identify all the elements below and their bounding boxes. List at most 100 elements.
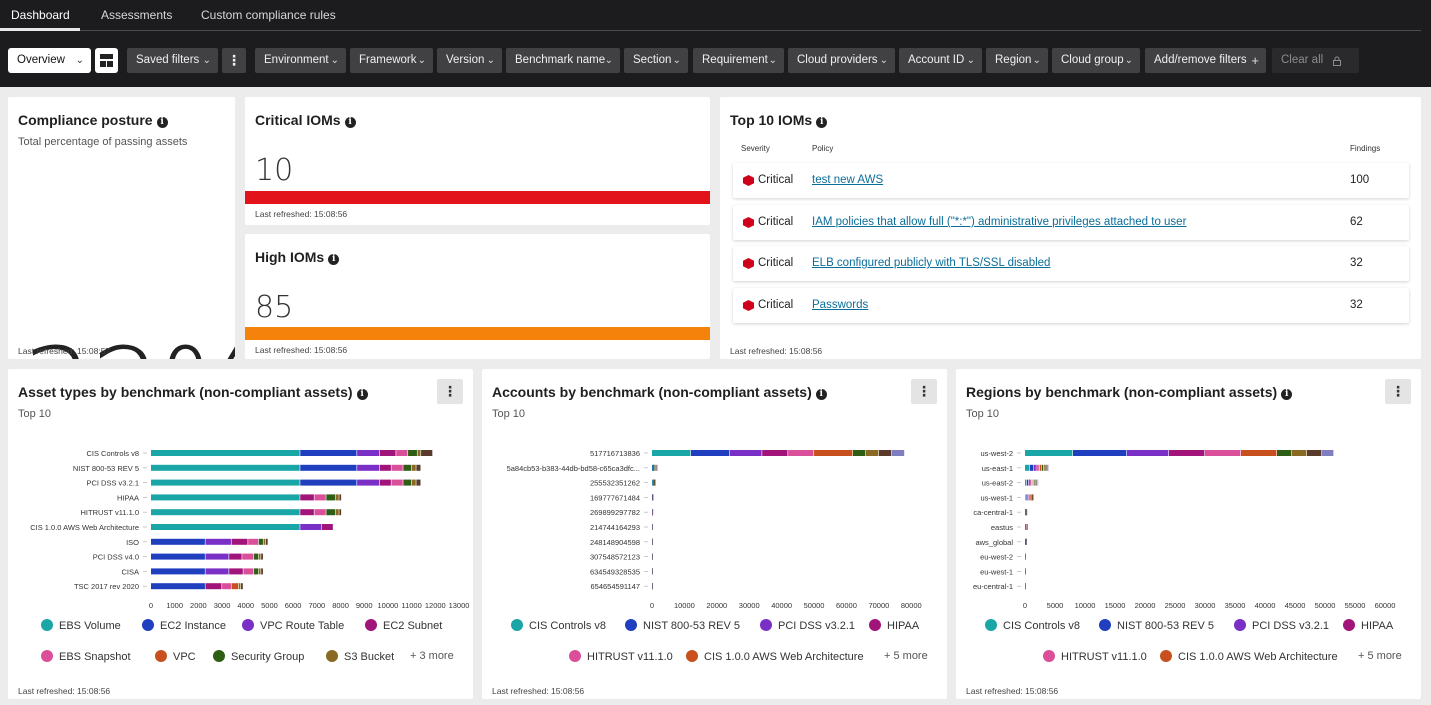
bar-segment[interactable] — [654, 464, 656, 471]
bar-segment[interactable] — [654, 479, 656, 486]
bar-segment[interactable] — [379, 479, 391, 486]
bar-segment[interactable] — [411, 464, 416, 471]
bar-segment[interactable] — [335, 509, 339, 516]
bar-segment[interactable] — [403, 479, 412, 486]
bar-segment[interactable] — [339, 494, 342, 501]
bar-segment[interactable] — [205, 568, 229, 575]
bar-segment[interactable] — [652, 450, 691, 456]
bar-segment[interactable] — [242, 553, 254, 560]
bar-segment[interactable] — [222, 583, 231, 590]
bar-segment[interactable] — [1038, 464, 1040, 471]
filter-cloud-providers[interactable]: Cloud providers ⌄ — [788, 48, 895, 73]
bar-segment[interactable] — [205, 553, 229, 560]
bar-segment[interactable] — [1034, 479, 1035, 486]
bar-segment[interactable] — [205, 583, 222, 590]
legend-item[interactable]: CIS Controls v8 — [985, 619, 1080, 632]
bar-segment[interactable] — [652, 583, 653, 590]
chart-menu-button[interactable]: ⋮ — [437, 379, 463, 404]
bar-segment[interactable] — [652, 568, 653, 575]
bar-segment[interactable] — [652, 553, 653, 560]
bar-segment[interactable] — [243, 568, 254, 575]
bar-segment[interactable] — [878, 450, 892, 456]
legend-item[interactable]: Security Group — [213, 650, 304, 663]
bar-segment[interactable] — [231, 538, 248, 545]
filter-benchmark-name[interactable]: Benchmark name ⌄ — [506, 48, 620, 73]
filter-framework[interactable]: Framework ⌄ — [350, 48, 433, 73]
bar-segment[interactable] — [690, 450, 730, 456]
bar-segment[interactable] — [1025, 538, 1026, 545]
bar-segment[interactable] — [229, 553, 242, 560]
bar-segment[interactable] — [403, 464, 412, 471]
bar-segment[interactable] — [653, 479, 654, 486]
bar-segment[interactable] — [416, 479, 421, 486]
bar-segment[interactable] — [379, 464, 391, 471]
legend-item[interactable]: VPC Route Table — [242, 619, 344, 632]
bar-segment[interactable] — [300, 524, 321, 530]
bar-segment[interactable] — [261, 568, 263, 575]
bar-segment[interactable] — [261, 553, 263, 560]
policy-link[interactable]: Passwords — [812, 299, 869, 311]
bar-segment[interactable] — [335, 494, 339, 501]
add-remove-filters-button[interactable]: Add/remove filters + — [1145, 48, 1266, 73]
bar-segment[interactable] — [151, 464, 300, 471]
bar-segment[interactable] — [357, 450, 380, 456]
bar-segment[interactable] — [258, 538, 263, 545]
chart-menu-button[interactable]: ⋮ — [911, 379, 937, 404]
bar-segment[interactable] — [1041, 464, 1043, 471]
legend-item[interactable]: CIS 1.0.0 AWS Web Architecture — [686, 650, 864, 663]
tab-dashboard[interactable]: Dashboard — [11, 8, 70, 22]
bar-segment[interactable] — [1025, 553, 1026, 560]
info-icon[interactable]: i — [816, 117, 828, 128]
saved-filters-button[interactable]: Saved filters ⌄ — [127, 48, 218, 73]
policy-link[interactable]: IAM policies that allow full ("*:*") adm… — [812, 216, 1187, 228]
bar-segment[interactable] — [254, 568, 259, 575]
bar-segment[interactable] — [1028, 479, 1030, 486]
bar-segment[interactable] — [1045, 464, 1047, 471]
info-icon[interactable]: i — [815, 389, 827, 400]
legend-item[interactable]: NIST 800-53 REV 5 — [1099, 619, 1214, 632]
bar-segment[interactable] — [1035, 479, 1036, 486]
legend-item[interactable]: PCI DSS v3.2.1 — [1234, 619, 1329, 632]
legend-item[interactable]: EBS Volume — [41, 619, 121, 632]
bar-segment[interactable] — [652, 479, 653, 486]
bar-segment[interactable] — [652, 464, 654, 471]
bar-segment[interactable] — [788, 450, 814, 456]
bar-segment[interactable] — [254, 553, 259, 560]
info-icon[interactable]: i — [1281, 389, 1293, 400]
bar-segment[interactable] — [652, 494, 654, 501]
legend-more-link[interactable]: + 5 more — [884, 650, 928, 662]
bar-segment[interactable] — [653, 479, 655, 486]
bar-segment[interactable] — [655, 479, 656, 486]
bar-segment[interactable] — [258, 553, 261, 560]
bar-segment[interactable] — [1205, 450, 1241, 456]
bar-segment[interactable] — [1025, 568, 1026, 575]
bar-segment[interactable] — [1026, 509, 1028, 516]
bar-segment[interactable] — [379, 450, 396, 456]
bar-segment[interactable] — [417, 450, 421, 456]
bar-segment[interactable] — [263, 538, 266, 545]
filter-region[interactable]: Region ⌄ — [986, 48, 1048, 73]
bar-segment[interactable] — [1028, 494, 1030, 501]
legend-item[interactable]: VPC — [155, 650, 196, 663]
more-options-button[interactable]: ⋮ — [222, 48, 246, 73]
bar-segment[interactable] — [1037, 479, 1039, 486]
filter-environment[interactable]: Environment ⌄ — [255, 48, 346, 73]
bar-segment[interactable] — [654, 479, 656, 486]
chart-menu-button[interactable]: ⋮ — [1385, 379, 1411, 404]
bar-segment[interactable] — [1036, 464, 1038, 471]
bar-segment[interactable] — [653, 464, 655, 471]
bar-segment[interactable] — [654, 479, 655, 486]
bar-segment[interactable] — [1025, 450, 1073, 456]
bar-segment[interactable] — [314, 494, 326, 501]
filter-version[interactable]: Version ⌄ — [437, 48, 502, 73]
bar-segment[interactable] — [1031, 494, 1033, 501]
bar-segment[interactable] — [151, 524, 300, 530]
bar-segment[interactable] — [151, 538, 205, 545]
bar-segment[interactable] — [652, 509, 654, 516]
bar-segment[interactable] — [1029, 494, 1031, 501]
bar-segment[interactable] — [1047, 464, 1049, 471]
bar-segment[interactable] — [321, 524, 333, 530]
bar-segment[interactable] — [655, 464, 657, 471]
bar-segment[interactable] — [1040, 464, 1042, 471]
policy-link[interactable]: test new AWS — [812, 174, 884, 186]
